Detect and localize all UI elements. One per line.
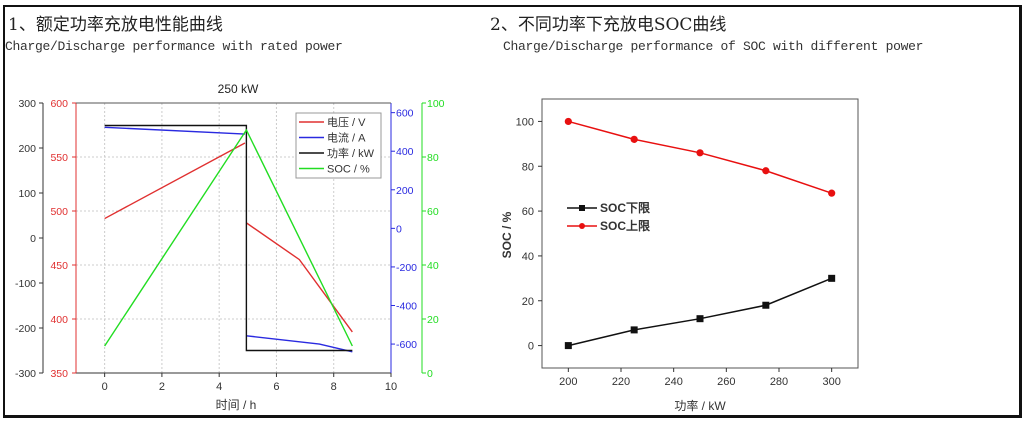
series-line <box>568 277 832 347</box>
data-point <box>564 342 572 350</box>
power-tick-label: -200 <box>15 323 36 335</box>
soc-tick-label: 100 <box>427 98 445 110</box>
series-line-current <box>246 335 353 353</box>
data-point <box>696 149 704 157</box>
x-tick-label: 2 <box>159 381 165 393</box>
current-tick-label: -200 <box>396 262 417 274</box>
current-tick-label: -600 <box>396 339 417 351</box>
legend-label: SOC下限 <box>600 200 650 215</box>
data-point <box>828 274 836 282</box>
voltage-tick-label: 600 <box>50 98 68 110</box>
data-point <box>564 117 572 126</box>
data-point <box>696 315 704 323</box>
series-line-soc <box>104 128 353 347</box>
section2-title: 2、不同功率下充放电SOC曲线 <box>490 15 727 35</box>
legend-marker <box>579 223 585 229</box>
x-axis-label: 功率 / kW <box>674 398 726 413</box>
series-line-voltage <box>104 142 246 220</box>
legend-label: SOC上限 <box>600 218 650 233</box>
y-tick-label: 40 <box>522 251 534 263</box>
soc-tick-label: 40 <box>427 260 439 272</box>
data-point <box>762 167 770 175</box>
legend-marker <box>579 205 585 211</box>
section1-subtitle: Charge/Discharge performance with rated … <box>5 39 343 54</box>
voltage-tick-label: 350 <box>50 368 68 380</box>
power-tick-label: -100 <box>15 278 36 290</box>
series-line-current <box>104 126 245 135</box>
soc-tick-label: 60 <box>427 206 439 218</box>
legend-box <box>295 112 382 179</box>
voltage-tick-label: 550 <box>50 152 68 164</box>
x-axis-label: 时间 / h <box>216 398 257 412</box>
series-line <box>568 120 832 194</box>
power-tick-label: 200 <box>18 143 36 155</box>
soc-tick-label: 0 <box>427 368 433 380</box>
y-tick-label: 60 <box>522 206 534 218</box>
x-tick-label: 220 <box>612 376 630 388</box>
x-tick-label: 10 <box>385 381 397 393</box>
legend-label: 功率 / kW <box>327 146 375 160</box>
soc-tick-label: 20 <box>427 314 439 326</box>
current-tick-label: -400 <box>396 301 417 313</box>
data-point <box>828 189 836 197</box>
data-point <box>630 135 638 143</box>
y-axis-label: SOC / % <box>500 211 514 258</box>
current-tick-label: 600 <box>396 108 414 120</box>
legend-label: SOC / % <box>327 164 370 176</box>
power-tick-label: 0 <box>30 233 36 245</box>
power-tick-label: 100 <box>18 188 36 200</box>
x-tick-label: 200 <box>559 376 577 388</box>
y-tick-label: 20 <box>522 296 534 308</box>
x-tick-label: 4 <box>216 381 222 393</box>
soc-tick-label: 80 <box>427 152 439 164</box>
y-tick-label: 0 <box>528 341 534 353</box>
current-tick-label: 200 <box>396 185 414 197</box>
section2-subtitle: Charge/Discharge performance of SOC with… <box>503 39 924 54</box>
x-tick-label: 8 <box>331 381 337 393</box>
x-tick-label: 6 <box>273 381 279 393</box>
series-line-voltage <box>245 222 353 333</box>
voltage-tick-label: 400 <box>50 314 68 326</box>
y-tick-label: 80 <box>522 161 534 173</box>
data-point <box>630 326 638 334</box>
x-tick-label: 260 <box>717 376 735 388</box>
voltage-tick-label: 500 <box>50 206 68 218</box>
data-point <box>762 301 770 309</box>
x-tick-label: 240 <box>664 376 682 388</box>
x-tick-label: 0 <box>102 381 108 393</box>
current-tick-label: 400 <box>396 146 414 158</box>
section1-title: 1、额定功率充放电性能曲线 <box>8 15 223 35</box>
legend-label: 电流 / A <box>327 131 366 145</box>
chart-title: 250 kW <box>218 82 259 96</box>
voltage-tick-label: 450 <box>50 260 68 272</box>
x-tick-label: 280 <box>770 376 788 388</box>
legend-label: 电压 / V <box>327 116 366 129</box>
x-tick-label: 300 <box>822 376 840 388</box>
plot-frame <box>541 98 859 369</box>
power-tick-label: -300 <box>15 368 36 380</box>
y-tick-label: 100 <box>516 116 534 128</box>
current-tick-label: 0 <box>396 223 402 235</box>
figure-frame <box>3 5 1022 418</box>
series-line-power <box>104 124 353 352</box>
power-tick-label: 300 <box>18 98 36 110</box>
